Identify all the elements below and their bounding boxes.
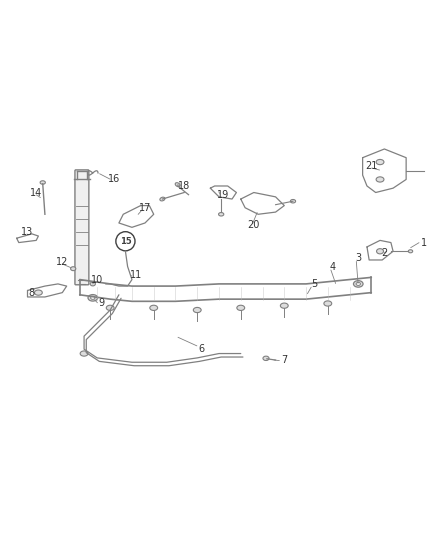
- Text: 11: 11: [130, 270, 142, 280]
- Ellipse shape: [237, 305, 245, 310]
- Ellipse shape: [280, 303, 288, 308]
- Ellipse shape: [106, 305, 114, 310]
- Ellipse shape: [376, 177, 384, 182]
- Text: 8: 8: [29, 288, 35, 297]
- Text: 1: 1: [420, 238, 427, 247]
- Ellipse shape: [88, 295, 98, 301]
- Ellipse shape: [193, 308, 201, 313]
- Ellipse shape: [40, 181, 46, 184]
- Ellipse shape: [376, 159, 384, 165]
- FancyBboxPatch shape: [75, 170, 89, 285]
- Ellipse shape: [150, 305, 158, 310]
- Text: 13: 13: [21, 227, 34, 237]
- Ellipse shape: [35, 290, 42, 295]
- Ellipse shape: [353, 281, 363, 287]
- Text: 9: 9: [99, 298, 105, 309]
- Ellipse shape: [219, 213, 224, 216]
- Text: 14: 14: [30, 188, 42, 198]
- Text: 7: 7: [281, 355, 287, 365]
- Ellipse shape: [91, 296, 95, 300]
- Text: 15: 15: [120, 237, 131, 246]
- Ellipse shape: [290, 199, 296, 203]
- Ellipse shape: [356, 282, 360, 286]
- Ellipse shape: [175, 183, 180, 187]
- Ellipse shape: [80, 351, 88, 356]
- Text: 10: 10: [91, 274, 103, 285]
- Ellipse shape: [263, 356, 269, 360]
- Text: 17: 17: [139, 203, 151, 213]
- Text: 21: 21: [365, 161, 378, 172]
- Text: 16: 16: [109, 174, 121, 184]
- Ellipse shape: [324, 301, 332, 306]
- Text: 12: 12: [56, 257, 68, 267]
- Ellipse shape: [377, 249, 384, 254]
- Ellipse shape: [408, 250, 413, 253]
- Text: 20: 20: [247, 220, 260, 230]
- Circle shape: [116, 232, 135, 251]
- Ellipse shape: [90, 282, 95, 286]
- Text: 4: 4: [329, 262, 335, 271]
- Text: 5: 5: [311, 279, 318, 289]
- Text: 2: 2: [381, 248, 388, 259]
- Text: 3: 3: [355, 253, 361, 263]
- Ellipse shape: [71, 266, 76, 271]
- Ellipse shape: [160, 197, 165, 201]
- Text: 19: 19: [217, 190, 230, 200]
- Text: 6: 6: [198, 344, 205, 354]
- Text: 18: 18: [178, 181, 190, 191]
